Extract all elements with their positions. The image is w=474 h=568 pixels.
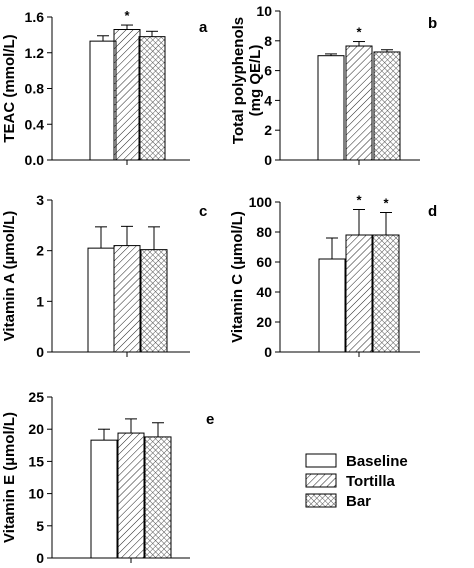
y-tick-label-e: 20 bbox=[28, 421, 44, 437]
bar-d-baseline bbox=[318, 258, 346, 353]
y-tick-label-c: 2 bbox=[36, 243, 44, 259]
legend-swatch-baseline bbox=[305, 453, 337, 468]
y-tick-label-d: 80 bbox=[256, 224, 272, 240]
y-tick-label-c: 0 bbox=[36, 344, 44, 360]
y-tick-label-c: 3 bbox=[36, 192, 44, 208]
legend-swatch-bar bbox=[305, 493, 337, 508]
significance-marker-a-tortilla: * bbox=[124, 8, 130, 23]
y-tick-label-e: 5 bbox=[36, 518, 44, 534]
chart-panel-c: 0 1 2 3 Vitamin A (µmol/L) c bbox=[1, 192, 207, 360]
bar-e-baseline bbox=[90, 439, 118, 559]
y-tick-label-d: 100 bbox=[249, 194, 273, 210]
bar-a-tortilla bbox=[113, 29, 141, 161]
y-tick-label-e: 10 bbox=[28, 486, 44, 502]
y-tick-label-b: 6 bbox=[264, 63, 272, 79]
significance-marker-b-tortilla: * bbox=[356, 25, 362, 40]
y-axis-title-d: Vitamin C (µmol/L) bbox=[229, 211, 246, 343]
chart-panel-e: 0 5 10 15 20 25 Vitamin E (µmol/L) e bbox=[1, 389, 214, 566]
y-tick-label-b: 4 bbox=[264, 92, 272, 108]
bar-c-baseline bbox=[87, 247, 115, 353]
bar-b-baseline bbox=[317, 55, 345, 161]
y-tick-label-c: 1 bbox=[36, 293, 44, 309]
significance-marker-d-bar: * bbox=[383, 196, 389, 211]
bar-b-tortilla bbox=[345, 45, 373, 161]
y-tick-label-e: 0 bbox=[36, 550, 44, 566]
bar-a-baseline bbox=[89, 40, 117, 161]
y-axis-title-c: Vitamin A (µmol/L) bbox=[1, 211, 18, 342]
panel-letter-a: a bbox=[199, 19, 208, 36]
panel-letter-b: b bbox=[428, 15, 437, 32]
legend: Baseline Tortilla Bar bbox=[305, 453, 408, 510]
bar-a-bar bbox=[138, 36, 166, 161]
y-tick-label-a: 0.4 bbox=[25, 116, 45, 132]
bar-c-tortilla bbox=[113, 245, 141, 353]
bar-e-bar bbox=[144, 436, 172, 559]
bar-c-bar bbox=[140, 249, 168, 353]
legend-swatch-tortilla bbox=[305, 473, 337, 488]
bar-d-bar bbox=[372, 234, 400, 353]
panel-letter-d: d bbox=[428, 203, 437, 220]
y-tick-label-a: 1.6 bbox=[25, 9, 45, 25]
panel-letter-c: c bbox=[199, 203, 207, 220]
bar-d-tortilla bbox=[345, 234, 373, 353]
y-tick-label-a: 0.8 bbox=[25, 81, 45, 97]
y-tick-label-d: 40 bbox=[256, 284, 272, 300]
y-tick-label-b: 0 bbox=[264, 152, 272, 168]
y-tick-label-b: 10 bbox=[256, 3, 272, 19]
y-axis-title-b: Total polyphenols(mg QE/L) bbox=[230, 17, 264, 144]
y-tick-label-a: 1.2 bbox=[25, 45, 45, 61]
y-tick-label-e: 25 bbox=[28, 389, 44, 405]
significance-marker-d-tortilla: * bbox=[356, 193, 362, 208]
y-tick-label-d: 0 bbox=[264, 344, 272, 360]
y-tick-label-a: 0.0 bbox=[25, 152, 45, 168]
legend-label-bar: Bar bbox=[346, 493, 371, 510]
bar-e-tortilla bbox=[117, 432, 145, 559]
chart-panel-a: * 0.0 0.4 0.8 1.2 1.6 TEAC (mmol/L) a bbox=[1, 8, 208, 168]
y-axis-title-e: Vitamin E (µmol/L) bbox=[1, 412, 18, 543]
y-tick-label-b: 2 bbox=[264, 122, 272, 138]
bar-b-bar bbox=[373, 51, 401, 161]
y-tick-label-d: 20 bbox=[256, 314, 272, 330]
y-tick-label-d: 60 bbox=[256, 254, 272, 270]
y-tick-label-e: 15 bbox=[28, 453, 44, 469]
legend-label-tortilla: Tortilla bbox=[346, 473, 396, 490]
y-tick-label-b: 8 bbox=[264, 33, 272, 49]
legend-label-baseline: Baseline bbox=[346, 453, 408, 470]
y-axis-title-a: TEAC (mmol/L) bbox=[1, 34, 18, 142]
panel-letter-e: e bbox=[206, 411, 214, 428]
